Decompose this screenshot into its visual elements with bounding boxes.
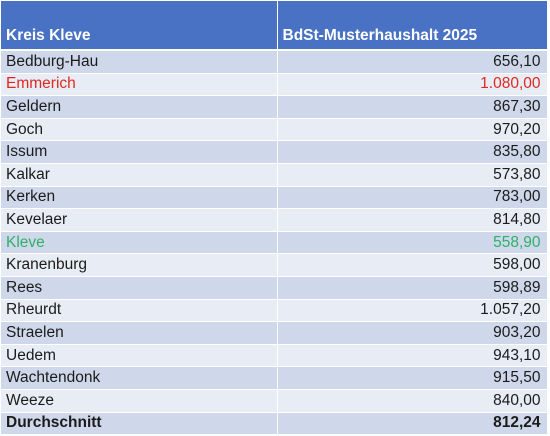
budget-value: 867,30 <box>277 95 548 119</box>
table-row: Uedem 943,10 <box>1 344 548 368</box>
table-row: Rees 598,89 <box>1 276 548 300</box>
municipality-name: Weeze <box>1 389 278 413</box>
municipality-name: Rees <box>1 276 278 300</box>
budget-value: 558,90 <box>277 231 548 255</box>
municipality-name: Rheurdt <box>1 299 278 323</box>
table-row: Weeze 840,00 <box>1 389 548 413</box>
table-row: Kalkar 573,80 <box>1 163 548 187</box>
budget-value: 903,20 <box>277 321 548 345</box>
table-row: Geldern 867,30 <box>1 95 548 119</box>
table-body: Bedburg-Hau 656,10 Emmerich 1.080,00 Geldern… <box>1 50 548 436</box>
budget-value: 573,80 <box>277 163 548 187</box>
municipality-name: Issum <box>1 140 278 164</box>
budget-value: 840,00 <box>277 389 548 413</box>
table-row: Goch 970,20 <box>1 118 548 142</box>
total-label: Durchschnitt <box>1 412 278 436</box>
municipality-name: Emmerich <box>1 73 278 97</box>
budget-value: 970,20 <box>277 118 548 142</box>
municipality-name: Bedburg-Hau <box>1 50 278 74</box>
budget-value: 656,10 <box>277 50 548 74</box>
municipality-name: Kranenburg <box>1 253 278 277</box>
budget-value: 943,10 <box>277 344 548 368</box>
municipality-name: Straelen <box>1 321 278 345</box>
municipality-name: Kalkar <box>1 163 278 187</box>
table-row: Kevelaer 814,80 <box>1 208 548 232</box>
budget-value: 1.080,00 <box>277 73 548 97</box>
municipality-name: Kevelaer <box>1 208 278 232</box>
table-row: Issum 835,80 <box>1 140 548 164</box>
budget-value: 835,80 <box>277 140 548 164</box>
budget-value: 598,00 <box>277 253 548 277</box>
budget-value: 783,00 <box>277 186 548 210</box>
budget-value: 598,89 <box>277 276 548 300</box>
table-header-row: Kreis Kleve BdSt-Musterhaushalt 2025 <box>1 1 548 51</box>
table-row: Wachtendonk 915,50 <box>1 366 548 390</box>
total-row: Durchschnitt 812,24 <box>1 412 548 436</box>
table-row: Kerken 783,00 <box>1 186 548 210</box>
total-value: 812,24 <box>277 412 548 436</box>
municipality-name: Geldern <box>1 95 278 119</box>
table-row: Kranenburg 598,00 <box>1 253 548 277</box>
budget-value: 1.057,20 <box>277 299 548 323</box>
municipality-name: Goch <box>1 118 278 142</box>
table-row: Straelen 903,20 <box>1 321 548 345</box>
table-row: Kleve 558,90 <box>1 231 548 255</box>
table-row: Rheurdt 1.057,20 <box>1 299 548 323</box>
header-district: Kreis Kleve <box>1 1 278 51</box>
table-row: Bedburg-Hau 656,10 <box>1 50 548 74</box>
header-budget: BdSt-Musterhaushalt 2025 <box>277 1 548 51</box>
municipality-name: Uedem <box>1 344 278 368</box>
municipality-name: Kleve <box>1 231 278 255</box>
municipality-name: Kerken <box>1 186 278 210</box>
municipality-name: Wachtendonk <box>1 366 278 390</box>
table-row: Emmerich 1.080,00 <box>1 73 548 97</box>
budget-value: 915,50 <box>277 366 548 390</box>
budget-value: 814,80 <box>277 208 548 232</box>
